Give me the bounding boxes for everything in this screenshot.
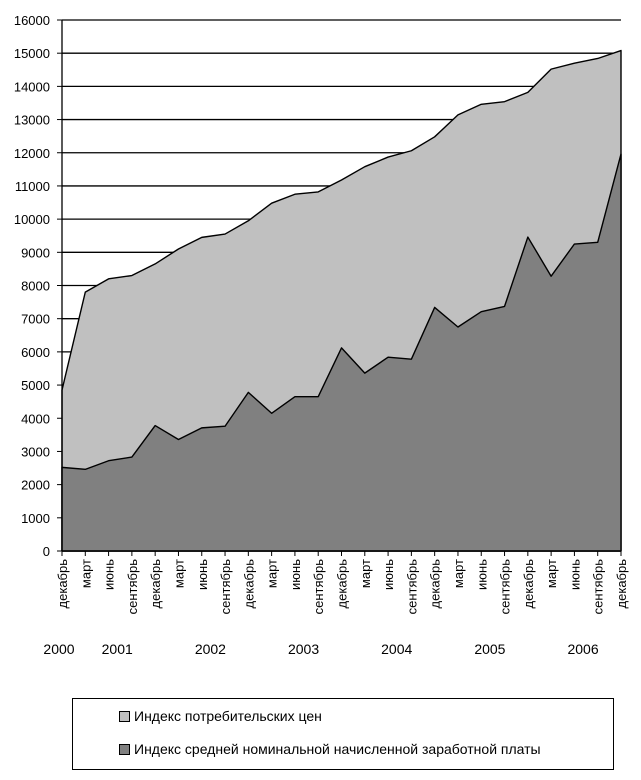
y-tick-label: 12000 [14,146,50,161]
y-tick-label: 1000 [21,511,50,526]
year-label: 2001 [102,641,133,657]
legend-swatch-wage [119,743,130,755]
y-tick-label: 8000 [21,279,50,294]
x-tick-label: декабрь [521,559,536,609]
legend-label-cpi: Индекс потребительских цен [134,708,322,724]
legend-item-cpi: Индекс потребительских цен [119,708,322,724]
y-tick-label: 16000 [14,13,50,28]
x-tick-label: июнь [474,559,489,590]
area-chart: 0 1000 2000 3000 4000 5000 6000 7000 8000 9000 100… [14,13,629,657]
x-tick-label: сентябрь [591,559,606,615]
y-tick-label: 11000 [15,179,50,194]
y-tick-label: 6000 [21,345,50,360]
year-label: 2000 [43,641,74,657]
x-tick-label: март [358,559,373,588]
year-labels: 2000 2001 2002 2003 2004 2005 2006 [43,641,598,657]
x-tick-label: сентябрь [125,559,140,615]
x-tick-label: сентябрь [498,559,513,615]
x-tick-label: декабрь [148,559,163,609]
year-label: 2004 [381,641,412,657]
x-tick-labels: декабрь март июнь сентябрь декабрь март июнь се… [55,559,629,615]
legend: Индекс потребительских цен Индекс средне… [72,698,614,770]
series-areas [61,49,622,552]
axes [57,19,622,556]
y-tick-labels: 0 1000 2000 3000 4000 5000 6000 7000 8000 9000 100… [14,13,50,559]
year-label: 2002 [195,641,226,657]
y-tick-label: 13000 [14,113,50,128]
series-area-1 [61,153,622,552]
year-label: 2006 [567,641,598,657]
y-tick-label: 9000 [21,245,50,260]
y-tick-label: 2000 [21,478,50,493]
x-tick-label: март [451,559,466,588]
y-tick-label: 3000 [21,444,50,459]
x-tick-label: март [171,559,186,588]
y-tick-label: 14000 [14,79,50,94]
x-tick-label: июнь [195,559,210,590]
x-tick-label: декабрь [335,559,350,609]
x-tick-label: июнь [567,559,582,590]
x-tick-label: сентябрь [311,559,326,615]
y-tick-label: 10000 [14,212,50,227]
y-tick-label: 7000 [21,312,50,327]
x-tick-label: март [544,559,559,588]
x-tick-label: декабрь [614,559,629,609]
x-tick-label: март [265,559,280,588]
year-label: 2005 [474,641,505,657]
x-tick-label: декабрь [55,559,70,609]
x-tick-label: июнь [102,559,117,590]
year-label: 2003 [288,641,319,657]
y-tick-label: 15000 [14,46,50,61]
x-tick-label: декабрь [241,559,256,609]
y-tick-label: 0 [43,544,50,559]
y-tick-label: 5000 [21,378,50,393]
x-tick-label: сентябрь [404,559,419,615]
x-tick-label: декабрь [428,559,443,609]
x-tick-label: июнь [288,559,303,590]
legend-swatch-cpi [119,710,130,722]
x-tick-label: сентябрь [218,559,233,615]
y-tick-label: 4000 [21,411,50,426]
x-tick-label: июнь [381,559,396,590]
x-tick-label: март [78,559,93,588]
legend-label-wage: Индекс средней номинальной начисленной з… [134,741,541,757]
legend-item-wage: Индекс средней номинальной начисленной з… [119,741,541,757]
